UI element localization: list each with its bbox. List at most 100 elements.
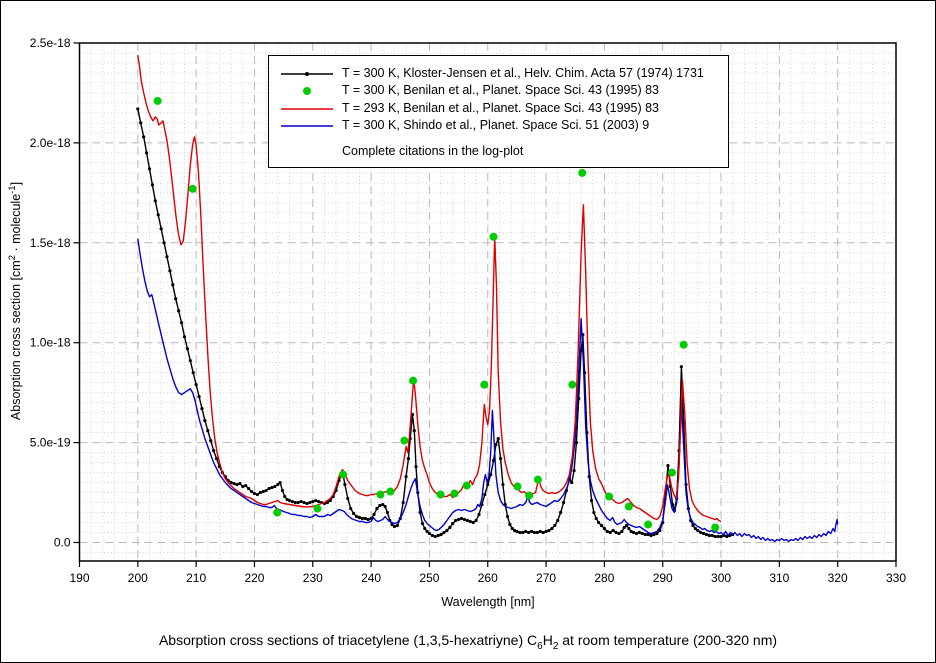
- series-marker-kloster: [436, 533, 440, 538]
- series-point-benilan300: [568, 380, 577, 389]
- series-marker-kloster: [252, 491, 257, 496]
- series-marker-kloster: [395, 523, 399, 528]
- series-marker-kloster: [637, 530, 641, 535]
- series-marker-kloster: [652, 532, 656, 537]
- series-marker-kloster: [212, 448, 216, 453]
- series-marker-kloster: [352, 511, 356, 516]
- y-tick-label: 0.0: [54, 536, 71, 550]
- series-marker-kloster: [296, 500, 300, 505]
- series-marker-kloster: [602, 526, 606, 531]
- series-marker-kloster: [247, 486, 251, 491]
- series-marker-kloster: [483, 492, 487, 497]
- series-point-benilan300: [605, 492, 614, 501]
- y-tick-label: 2.5e-18: [30, 36, 71, 50]
- series-marker-kloster: [238, 481, 242, 486]
- series-marker-kloster: [561, 500, 566, 505]
- x-tick-label: 300: [711, 571, 731, 585]
- series-point-benilan300: [525, 491, 534, 500]
- series-marker-kloster: [378, 503, 382, 508]
- series-marker-kloster: [200, 407, 204, 411]
- series-marker-kloster: [486, 482, 490, 487]
- series-marker-kloster: [430, 533, 434, 538]
- series-marker-kloster: [704, 532, 709, 537]
- series-marker-kloster: [206, 429, 210, 433]
- x-tick-label: 220: [244, 571, 264, 585]
- series-marker-kloster: [521, 530, 525, 535]
- series-marker-kloster: [412, 429, 416, 433]
- series-marker-kloster: [287, 498, 292, 503]
- x-tick-label: 290: [653, 571, 673, 585]
- series-marker-kloster: [596, 520, 601, 525]
- series-marker-kloster: [153, 199, 157, 203]
- series-marker-kloster: [526, 530, 531, 535]
- series-marker-kloster: [174, 297, 178, 301]
- series-marker-kloster: [165, 255, 169, 259]
- series-marker-kloster: [496, 437, 500, 441]
- series-marker-kloster: [589, 498, 594, 503]
- x-tick-label: 240: [361, 571, 381, 585]
- series-marker-kloster: [197, 395, 201, 399]
- x-tick-label: 190: [69, 571, 89, 585]
- series-marker-kloster: [599, 523, 604, 528]
- series-marker-kloster: [535, 530, 539, 535]
- x-tick-label: 330: [886, 571, 906, 585]
- series-marker-kloster: [614, 530, 618, 535]
- series-marker-kloster: [209, 439, 213, 443]
- series-marker-kloster: [459, 516, 464, 521]
- series-marker-kloster: [594, 516, 598, 521]
- x-tick-label: 200: [128, 571, 148, 585]
- x-tick-label: 230: [303, 571, 323, 585]
- series-marker-kloster: [276, 482, 280, 487]
- series-marker-kloster: [177, 309, 181, 313]
- series-point-benilan300: [273, 508, 282, 517]
- legend-row-benilan-300: T = 300 K, Benilan et al., Planet. Space…: [280, 82, 728, 100]
- series-marker-kloster: [719, 534, 723, 539]
- series-marker-kloster: [510, 526, 514, 531]
- series-marker-kloster: [508, 522, 512, 527]
- series-marker-kloster: [691, 523, 695, 528]
- series-marker-kloster: [611, 528, 615, 533]
- series-marker-kloster: [264, 488, 268, 493]
- black-line-marker-sample: [280, 67, 334, 79]
- series-marker-kloster: [392, 524, 397, 529]
- series-marker-kloster: [293, 500, 297, 505]
- green-dot-sample: [280, 84, 334, 96]
- x-tick-label: 280: [594, 571, 614, 585]
- series-marker-kloster: [550, 526, 554, 531]
- series-marker-kloster: [693, 526, 697, 531]
- series-marker-kloster: [383, 504, 387, 509]
- series-point-benilan300: [679, 340, 688, 349]
- series-marker-kloster: [255, 492, 259, 497]
- series-marker-kloster: [425, 529, 429, 534]
- series-marker-kloster: [302, 500, 306, 505]
- series-marker-kloster: [385, 510, 390, 515]
- series-marker-kloster: [538, 529, 542, 534]
- series-marker-kloster: [471, 520, 475, 525]
- series-marker-kloster: [707, 533, 711, 538]
- series-marker-kloster: [620, 529, 624, 534]
- series-marker-kloster: [171, 283, 175, 287]
- series-marker-kloster: [454, 518, 458, 523]
- series-marker-kloster: [465, 518, 469, 523]
- series-marker-kloster: [346, 496, 350, 501]
- series-point-benilan300: [644, 520, 653, 529]
- series-marker-kloster: [445, 528, 449, 533]
- series-marker-kloster: [518, 530, 522, 535]
- series-marker-kloster: [179, 321, 184, 325]
- series-marker-kloster: [168, 269, 172, 273]
- series-marker-kloster: [442, 530, 446, 535]
- legend-note: Complete citations in the log-plot: [342, 144, 524, 158]
- series-marker-kloster: [381, 502, 385, 507]
- y-tick-label: 2.0e-18: [30, 136, 71, 150]
- series-marker-kloster: [640, 531, 644, 536]
- series-marker-kloster: [433, 534, 437, 539]
- series-marker-kloster: [532, 530, 537, 535]
- series-marker-kloster: [544, 529, 548, 534]
- series-marker-kloster: [646, 532, 650, 537]
- series-marker-kloster: [627, 526, 631, 531]
- series-marker-kloster: [556, 518, 560, 523]
- series-marker-kloster: [423, 526, 427, 531]
- series-marker-kloster: [622, 525, 626, 530]
